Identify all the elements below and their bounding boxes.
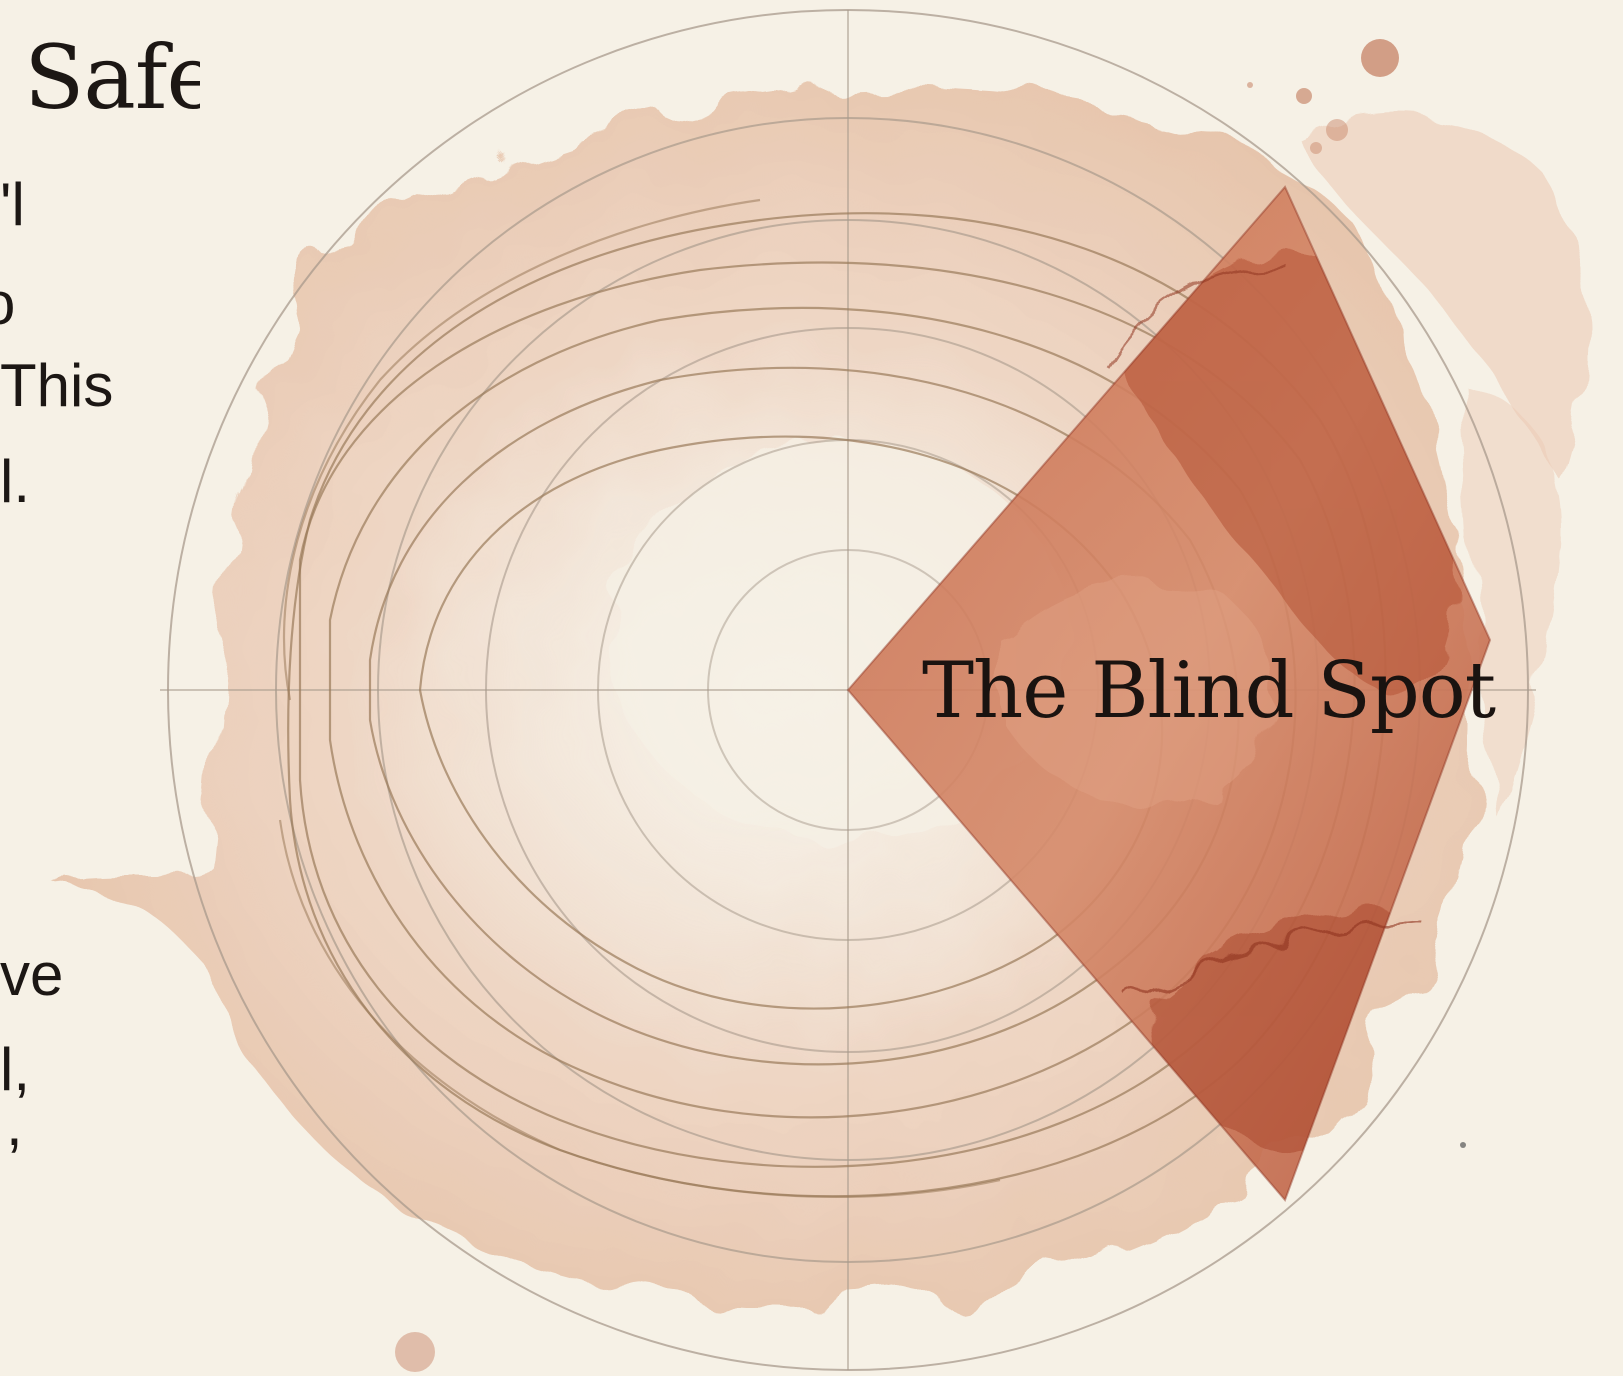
- radar-grid: [160, 9, 1536, 1371]
- splatter-dot: [1361, 39, 1399, 77]
- splatter-dot: [1247, 82, 1253, 88]
- body-text-fragment: l.: [0, 448, 30, 515]
- body-text-fragment: ,: [6, 1091, 23, 1158]
- body-text-fragment: l,: [0, 1036, 30, 1103]
- body-text-fragment: 'l: [0, 171, 25, 238]
- section-title-fragment: l Safety: [0, 26, 200, 129]
- paint-splatter: [395, 39, 1466, 1372]
- blind-spot-label: The Blind Spot: [922, 646, 1496, 736]
- body-text-fragment: This: [0, 352, 114, 419]
- body-text-fragment: ve: [0, 941, 64, 1008]
- splatter-dot: [395, 1332, 435, 1372]
- splatter-dot: [1310, 142, 1322, 154]
- splatter-dot: [1460, 1142, 1466, 1148]
- left-text-column: l Safety 'l o This l. ve l, ,: [0, 0, 200, 1376]
- body-text-fragment: o: [0, 274, 15, 334]
- splatter-dot: [1296, 88, 1312, 104]
- splatter-dot: [1326, 119, 1348, 141]
